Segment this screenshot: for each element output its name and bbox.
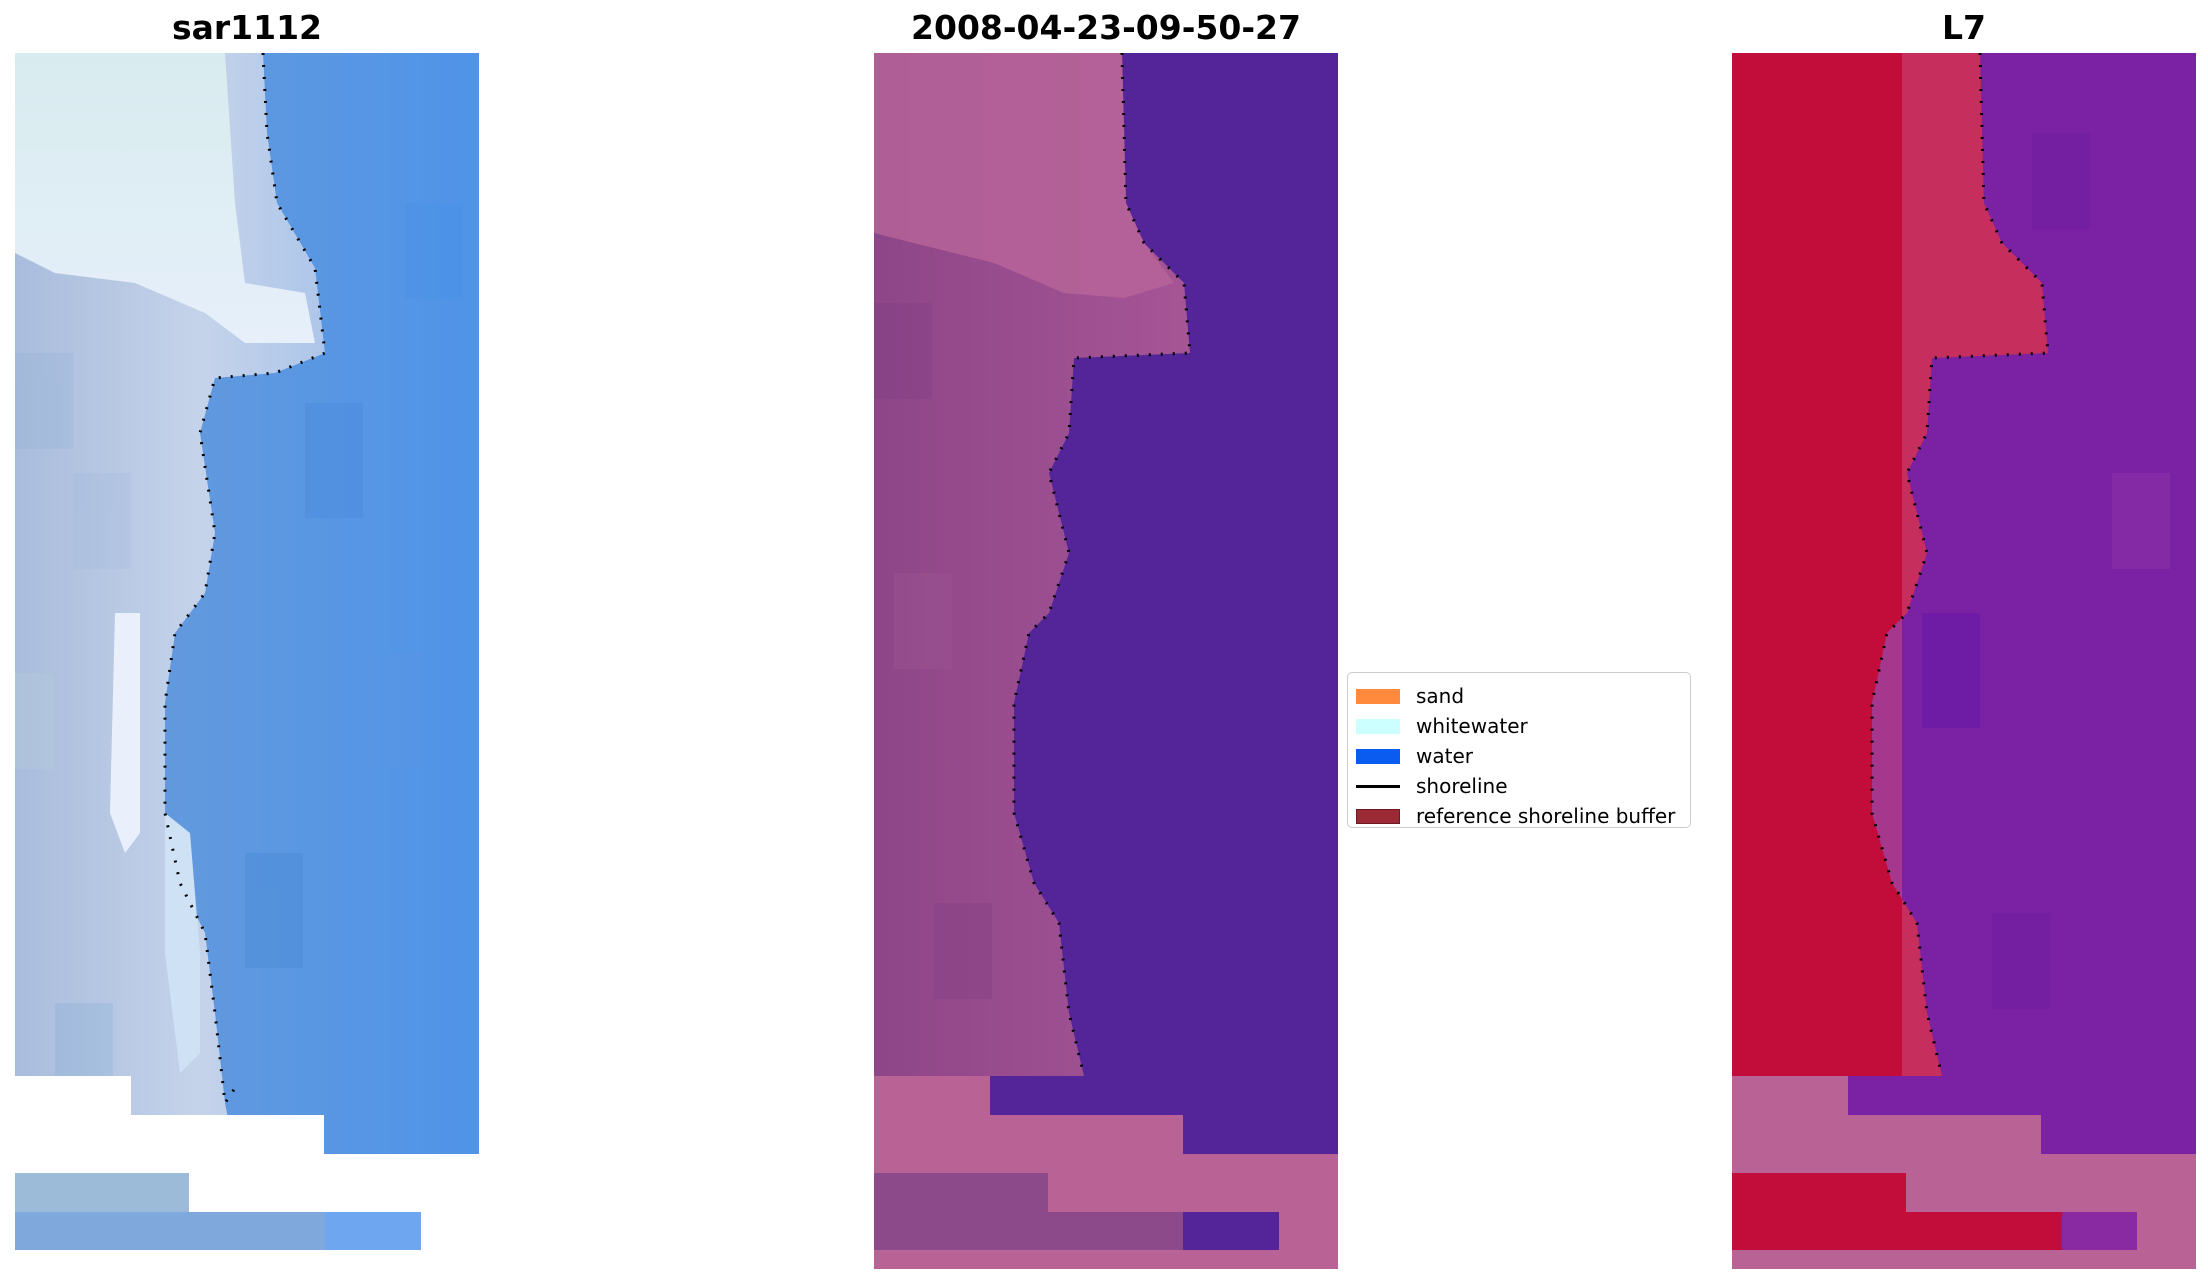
legend-swatch-sand bbox=[1356, 688, 1400, 704]
legend-swatch-whitewater bbox=[1356, 718, 1400, 734]
legend-item-sand: sand bbox=[1356, 681, 1680, 711]
legend-label-shoreline: shoreline bbox=[1416, 774, 1508, 798]
legend-label-reference-buffer: reference shoreline buffer bbox=[1416, 804, 1676, 828]
panel-title-classification: 2008-04-23-09-50-27 bbox=[911, 8, 1301, 47]
panel-title-rgb: sar1112 bbox=[171, 8, 323, 47]
panel-title-index: L7 bbox=[1942, 8, 1986, 47]
rgb-image bbox=[15, 53, 479, 1250]
legend-item-reference-buffer: reference shoreline buffer bbox=[1356, 801, 1680, 831]
legend-label-whitewater: whitewater bbox=[1416, 714, 1528, 738]
legend-label-sand: sand bbox=[1416, 684, 1465, 708]
legend-item-water: water bbox=[1356, 741, 1680, 771]
legend-line-shoreline bbox=[1356, 784, 1400, 788]
legend-swatch-reference-buffer bbox=[1356, 808, 1400, 824]
legend: sand whitewater water shoreline referenc… bbox=[1347, 672, 1691, 828]
rgb-image-panel bbox=[15, 53, 479, 1269]
legend-item-whitewater: whitewater bbox=[1356, 711, 1680, 741]
classified-image bbox=[874, 53, 1338, 1269]
legend-item-shoreline: shoreline bbox=[1356, 771, 1680, 801]
legend-label-water: water bbox=[1416, 744, 1473, 768]
index-panel bbox=[1732, 53, 2196, 1269]
classification-panel bbox=[874, 53, 1338, 1269]
legend-swatch-water bbox=[1356, 748, 1400, 764]
index-image bbox=[1732, 53, 2196, 1269]
